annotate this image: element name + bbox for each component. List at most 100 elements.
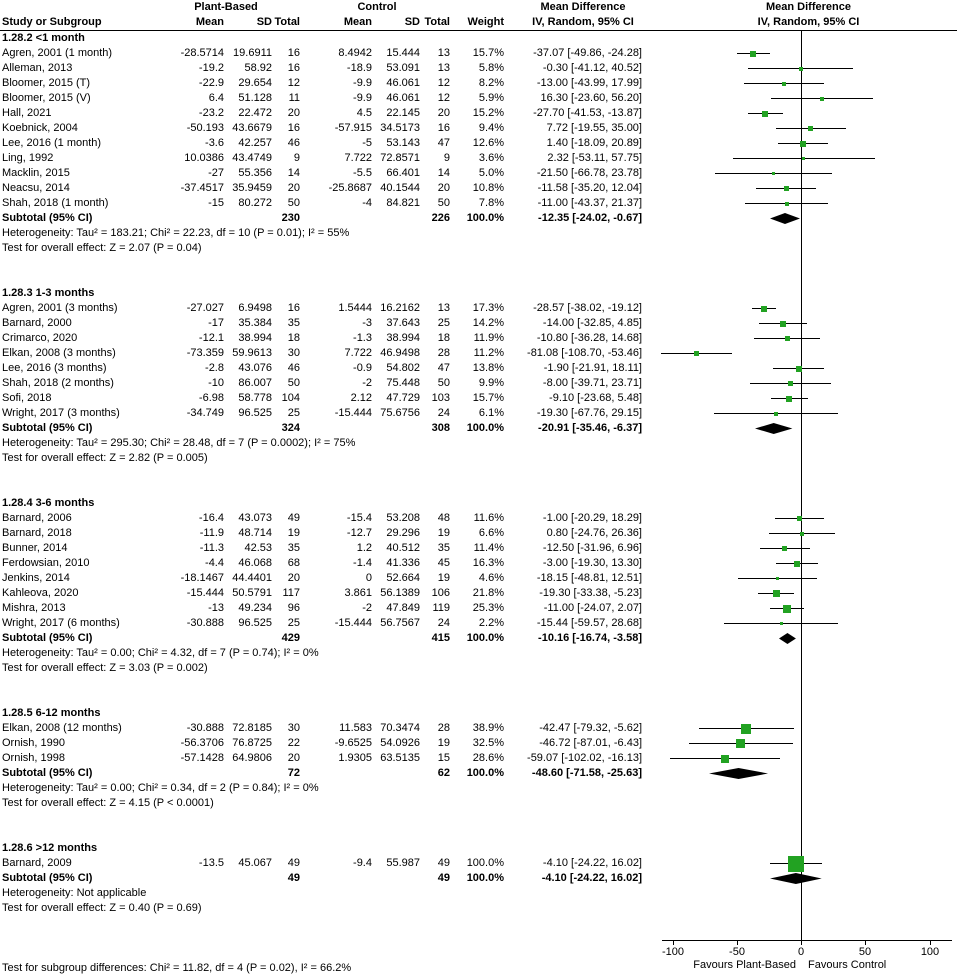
total1-value: 72 — [287, 767, 300, 779]
subgroup-header: 1.28.5 6-12 months — [2, 707, 101, 719]
study-name: Subtotal (95% CI) — [2, 632, 93, 644]
sd1-value: 51.128 — [238, 92, 272, 104]
mean2-value: -9.4 — [353, 857, 372, 869]
weight-value: 100.0% — [466, 857, 504, 869]
study-name: Barnard, 2009 — [2, 857, 72, 869]
sd2-column-header: SD — [404, 16, 420, 28]
total2-value: 12 — [437, 77, 450, 89]
sd1-value: 55.356 — [238, 167, 272, 179]
study-name: Crimarco, 2020 — [2, 332, 78, 344]
favours-right-label: Favours Control — [808, 959, 887, 971]
mean1-value: -34.749 — [186, 407, 224, 419]
total1-value: 46 — [287, 362, 300, 374]
mean1-value: -57.1428 — [180, 752, 224, 764]
sd1-value: 59.9613 — [232, 347, 272, 359]
total1-value: 20 — [287, 752, 300, 764]
effect-square-marker — [762, 110, 769, 117]
study-row: Bunner, 2014 -11.3 42.53 35 1.2 40.512 35 11.4%… — [0, 541, 957, 556]
sd1-value: 43.076 — [238, 362, 272, 374]
mean-difference-header-plot: Mean Difference — [766, 1, 851, 13]
study-row: Lee, 2016 (1 month) -3.6 42.257 46 -5 53.143 4… — [0, 136, 957, 151]
overall-effect-test: Test for overall effect: Z = 2.07 (P = 0… — [2, 242, 202, 254]
weight-value: 15.7% — [472, 47, 504, 59]
sd2-value: 70.3474 — [380, 722, 420, 734]
total2-value: 45 — [437, 557, 450, 569]
heterogeneity-note-row: Heterogeneity: Tau² = 0.00; Chi² = 4.32,… — [0, 646, 957, 661]
weight-column-header: Weight — [467, 16, 504, 28]
overall-effect-test-row: Test for overall effect: Z = 2.82 (P = 0… — [0, 451, 957, 466]
sd2-value — [374, 421, 422, 436]
study-row: Barnard, 2006 -16.4 43.073 49 -15.4 53.208 48 1… — [0, 511, 957, 526]
sd2-value: 55.987 — [386, 857, 420, 869]
mean1-value: -56.3706 — [180, 737, 224, 749]
study-name: Wright, 2017 (6 months) — [2, 617, 120, 629]
weight-value: 5.0% — [478, 167, 504, 179]
plot-cell — [660, 706, 957, 721]
sd2-value: 52.664 — [386, 572, 420, 584]
weight-value: 4.6% — [478, 572, 504, 584]
ci-text: -59.07 [-102.02, -16.13] — [527, 752, 642, 764]
plot-cell — [660, 556, 957, 571]
sd2-value: 47.729 — [386, 392, 420, 404]
plot-cell — [660, 166, 957, 181]
mean1-value: -11.9 — [199, 527, 224, 539]
total1-value: 20 — [287, 107, 300, 119]
mean2-value: -2 — [362, 602, 372, 614]
total2-value: 47 — [437, 137, 450, 149]
total2-value: 19 — [437, 737, 450, 749]
plot-cell — [660, 436, 957, 451]
sd1-column-header: SD — [256, 16, 272, 28]
mean1-value: -11.3 — [199, 542, 224, 554]
plot-cell — [660, 766, 957, 781]
plot-cell — [660, 721, 957, 736]
effect-square-marker — [750, 50, 757, 57]
mean1-value — [150, 871, 226, 886]
ci-text: -11.00 [-43.37, 21.37] — [537, 197, 642, 209]
study-name: Shah, 2018 (1 month) — [2, 197, 109, 209]
mean1-value: -28.5714 — [180, 47, 224, 59]
study-row: Macklin, 2015 -27 55.356 14 -5.5 66.401 14 5.0%… — [0, 166, 957, 181]
subgroup-header: 1.28.4 3-6 months — [2, 497, 95, 509]
effect-square-marker — [784, 201, 789, 206]
total1-value: 20 — [287, 572, 300, 584]
study-name: Elkan, 2008 (12 months) — [2, 722, 122, 734]
total2-value: 13 — [437, 62, 450, 74]
plot-cell — [660, 751, 957, 766]
heterogeneity-note-row: Heterogeneity: Not applicable — [0, 886, 957, 901]
ci-text: -10.80 [-36.28, 14.68] — [536, 332, 642, 344]
total2-column-header: Total — [424, 16, 450, 28]
ci-text: -1.00 [-20.29, 18.29] — [542, 512, 642, 524]
mean1-value: -13.5 — [198, 857, 224, 869]
sd1-value: 43.073 — [238, 512, 272, 524]
total2-value: 14 — [437, 167, 450, 179]
study-name: Agren, 2001 (1 month) — [2, 47, 113, 59]
study-row: Ornish, 1990 -56.3706 76.8725 22 -9.6525 54.0… — [0, 736, 957, 751]
ci-text: 7.72 [-19.55, 35.00] — [546, 122, 642, 134]
sd2-value: 56.1389 — [380, 587, 420, 599]
axis-tick-label: -50 — [729, 946, 745, 958]
plot-cell — [660, 46, 957, 61]
ci-method-header-text: IV, Random, 95% CI — [532, 16, 634, 28]
total2-value: 50 — [437, 197, 450, 209]
overall-effect-test: Test for overall effect: Z = 3.03 (P = 0… — [2, 662, 208, 674]
subtotal-row: Subtotal (95% CI) 429 415 100.0% -10.16 [-16… — [0, 631, 957, 646]
ci-text: -37.07 [-49.86, -24.28] — [533, 47, 642, 59]
plot-cell — [660, 331, 957, 346]
subtotal-diamond — [779, 633, 797, 644]
sd1-value: 43.4749 — [232, 152, 272, 164]
mean2-value — [302, 766, 374, 781]
mean2-value: 1.2 — [356, 542, 372, 554]
effect-square-marker — [774, 411, 779, 416]
sd2-value: 16.2162 — [380, 302, 420, 314]
weight-value: 13.8% — [472, 362, 504, 374]
weight-value: 100.0% — [466, 632, 504, 644]
mean2-value: 0 — [365, 572, 372, 584]
subgroup-header-row: 1.28.4 3-6 months — [0, 496, 957, 511]
weight-value: 15.2% — [472, 107, 504, 119]
total1-value: 117 — [282, 587, 300, 599]
weight-value: 11.6% — [473, 512, 504, 524]
heterogeneity-note: Heterogeneity: Not applicable — [2, 887, 147, 899]
sd2-value — [374, 211, 422, 226]
study-name: Lee, 2016 (1 month) — [2, 137, 102, 149]
sd1-value: 38.994 — [238, 332, 272, 344]
